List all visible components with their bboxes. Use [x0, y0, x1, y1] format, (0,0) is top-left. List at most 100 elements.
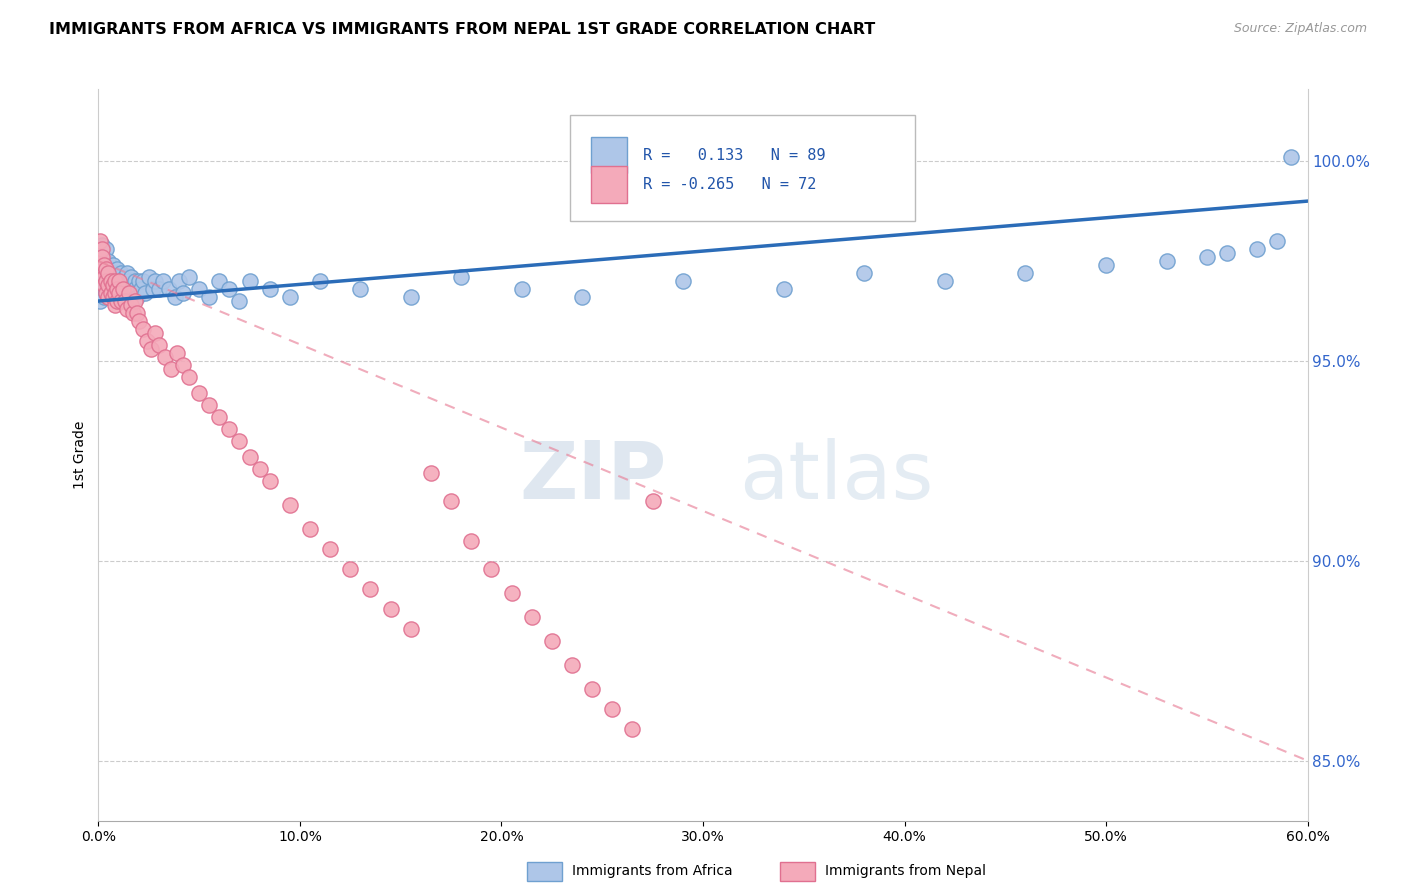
Point: [110, 293, 132, 308]
Point: [501, 586, 523, 600]
Point: [1095, 258, 1118, 272]
Point: [128, 274, 150, 288]
Bar: [591, 136, 627, 173]
Point: [571, 290, 593, 304]
Point: [129, 282, 152, 296]
Point: [107, 282, 129, 296]
Point: [103, 266, 125, 280]
Point: [105, 293, 128, 308]
Point: [399, 622, 422, 636]
Point: [121, 282, 143, 296]
Point: [96, 274, 118, 288]
Point: [621, 722, 644, 736]
Point: [172, 286, 194, 301]
Point: [481, 562, 503, 576]
Point: [93, 262, 115, 277]
Point: [125, 290, 148, 304]
Point: [105, 274, 128, 288]
Point: [143, 274, 166, 288]
Point: [188, 386, 211, 401]
Point: [148, 338, 170, 352]
FancyBboxPatch shape: [569, 115, 915, 221]
Point: [101, 258, 124, 272]
Point: [853, 266, 876, 280]
Point: [96, 258, 118, 272]
Point: [103, 274, 125, 288]
Point: [91, 238, 114, 252]
Point: [135, 334, 157, 348]
Point: [100, 274, 122, 288]
Text: Source: ZipAtlas.com: Source: ZipAtlas.com: [1233, 22, 1367, 36]
Point: [142, 282, 165, 296]
Point: [120, 298, 142, 312]
Point: [1156, 254, 1178, 268]
Point: [179, 370, 201, 384]
Y-axis label: 1st Grade: 1st Grade: [73, 421, 87, 489]
Point: [101, 274, 124, 288]
Point: [460, 533, 482, 548]
Point: [153, 350, 176, 364]
Point: [101, 278, 124, 293]
Point: [100, 286, 122, 301]
Point: [97, 274, 120, 288]
Point: [259, 474, 281, 488]
Point: [259, 282, 281, 296]
Point: [110, 278, 132, 293]
Point: [188, 282, 211, 296]
Point: [138, 270, 160, 285]
Point: [228, 293, 250, 308]
Point: [93, 258, 115, 272]
Text: R = -0.265   N = 72: R = -0.265 N = 72: [643, 177, 815, 192]
Point: [163, 290, 186, 304]
Point: [772, 282, 794, 296]
Point: [278, 498, 301, 512]
Point: [103, 286, 125, 301]
Point: [339, 562, 361, 576]
Point: [120, 270, 142, 285]
Point: [208, 274, 231, 288]
Point: [167, 274, 190, 288]
Point: [148, 282, 170, 296]
Point: [97, 254, 120, 268]
Point: [118, 286, 141, 301]
Point: [97, 278, 120, 293]
Point: [228, 434, 250, 448]
Point: [172, 358, 194, 372]
Point: [440, 494, 463, 508]
Point: [118, 286, 141, 301]
Point: [115, 301, 138, 316]
Point: [107, 274, 129, 288]
Point: [1246, 242, 1268, 256]
Point: [103, 290, 125, 304]
Point: [239, 274, 262, 288]
Point: [124, 274, 146, 288]
Point: [399, 290, 422, 304]
Point: [96, 242, 118, 256]
Point: [103, 298, 125, 312]
Point: [198, 398, 221, 412]
Point: [96, 286, 118, 301]
Point: [96, 270, 118, 285]
Text: IMMIGRANTS FROM AFRICA VS IMMIGRANTS FROM NEPAL 1ST GRADE CORRELATION CHART: IMMIGRANTS FROM AFRICA VS IMMIGRANTS FRO…: [49, 22, 876, 37]
Point: [278, 290, 301, 304]
Point: [114, 293, 136, 308]
Point: [107, 286, 129, 301]
Point: [115, 266, 138, 280]
Point: [101, 290, 124, 304]
Point: [450, 270, 472, 285]
Point: [1195, 250, 1218, 264]
Point: [110, 266, 132, 280]
Point: [93, 274, 115, 288]
Point: [218, 282, 240, 296]
Point: [111, 282, 134, 296]
Text: Immigrants from Africa: Immigrants from Africa: [572, 864, 733, 879]
Point: [89, 234, 111, 248]
Point: [160, 362, 183, 376]
Point: [239, 450, 262, 464]
Point: [93, 278, 115, 293]
Point: [132, 322, 155, 336]
Bar: [591, 166, 627, 202]
Point: [124, 293, 146, 308]
Point: [1216, 246, 1239, 260]
Point: [97, 266, 120, 280]
